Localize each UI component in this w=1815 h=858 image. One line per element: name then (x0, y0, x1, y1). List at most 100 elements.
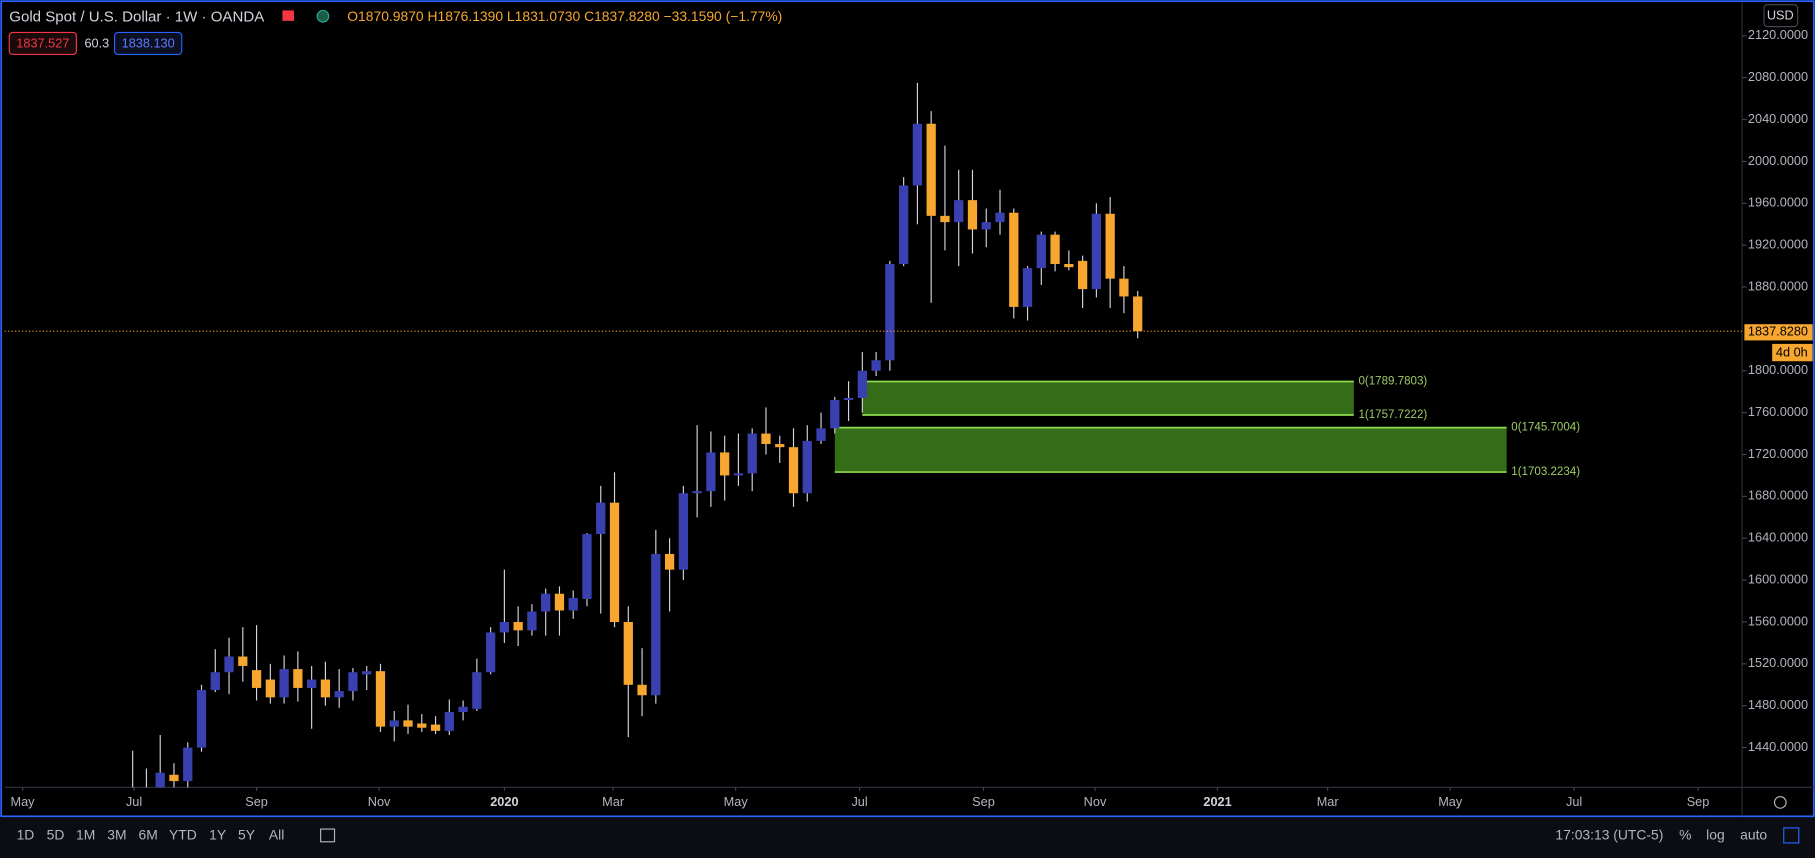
countdown-box (1772, 343, 1813, 362)
candle-body (499, 621, 510, 633)
y-tick-label: 1520.0000 (1748, 655, 1808, 670)
candle-body (472, 672, 482, 709)
ask-box[interactable] (114, 31, 183, 56)
range-button[interactable]: 1M (76, 827, 95, 843)
candle-body (1009, 212, 1019, 307)
y-tick-label: 1560.0000 (1748, 613, 1808, 628)
scale-button[interactable]: log (1706, 827, 1725, 843)
candle-body (899, 185, 909, 264)
clock: 17:03:13 (UTC-5) (1555, 827, 1663, 843)
last-price-box (1744, 324, 1813, 341)
candle-body (169, 774, 179, 782)
scale-button[interactable]: % (1679, 827, 1691, 843)
x-tick-label: Sep (972, 794, 995, 809)
candle-body (265, 679, 275, 698)
candle-body (141, 787, 152, 788)
candle-body (444, 712, 454, 731)
candle-body (1077, 260, 1088, 290)
frame (0, 0, 1815, 818)
x-tick-label: May (724, 794, 749, 809)
date-range-icon[interactable] (320, 828, 336, 843)
last-price: 1837.8280 (1748, 324, 1808, 339)
x-tick-label: 2020 (490, 794, 518, 809)
zone-label: 0(1789.7803) (1358, 376, 1427, 388)
y-tick-label: 1800.0000 (1748, 362, 1808, 377)
x-tick-label: Nov (1084, 794, 1107, 809)
candle-body (775, 444, 785, 448)
settings-icon[interactable] (1773, 796, 1787, 809)
y-tick-label: 2080.0000 (1748, 69, 1808, 84)
candle-body (183, 747, 193, 782)
status-dot (316, 9, 330, 23)
bid-box[interactable] (8, 31, 77, 56)
candle-body (912, 123, 923, 186)
candle-body (651, 553, 661, 696)
candle-body (692, 491, 702, 494)
candle-body (940, 215, 950, 223)
x-tick-label: Nov (368, 794, 391, 809)
zone (834, 427, 1507, 473)
candle-body (816, 428, 826, 441)
candle-body (623, 621, 633, 685)
currency-box[interactable] (1763, 4, 1799, 28)
candle-body (1119, 278, 1129, 297)
range-button[interactable]: 5D (47, 827, 65, 843)
y-tick-label: 1680.0000 (1748, 488, 1808, 503)
zone (862, 381, 1354, 416)
currency: USD (1767, 8, 1794, 23)
range-button[interactable]: 3M (107, 827, 126, 843)
candle-body (954, 200, 964, 223)
x-tick-label: Mar (602, 794, 625, 809)
x-tick-label: May (1438, 794, 1463, 809)
candle-body (637, 684, 647, 696)
x-tick-label: Jul (851, 794, 867, 809)
y-tick-label: 1920.0000 (1748, 237, 1808, 252)
candle-body (334, 691, 344, 698)
zone-label: 1(1757.7222) (1358, 409, 1427, 421)
maximize-icon[interactable] (1783, 827, 1800, 844)
candle-body (568, 597, 578, 611)
y-tick-label: 1480.0000 (1748, 697, 1808, 712)
candle-body (403, 720, 413, 727)
candle-body (155, 772, 165, 788)
candle-body (348, 672, 358, 692)
range-button[interactable]: 1D (17, 827, 35, 843)
candle-body (761, 433, 771, 445)
range-button[interactable]: 6M (139, 827, 158, 843)
candle-body (733, 473, 744, 476)
candle-body (251, 670, 262, 688)
candle-body (609, 502, 620, 622)
candle-body (279, 669, 289, 698)
candle-body (981, 222, 991, 230)
candle-body (224, 656, 234, 673)
zone-label: 0(1745.7004) (1511, 422, 1580, 434)
y-tick-label: 1720.0000 (1748, 446, 1808, 461)
ohlc: O1870.9870 H1876.1390 L1831.0730 C1837.8… (347, 8, 782, 24)
candle-body (871, 360, 881, 371)
range-button[interactable]: All (269, 827, 284, 843)
candle-body (1064, 264, 1074, 268)
candle-body (1022, 268, 1033, 307)
zone-label: 1(1703.2234) (1511, 466, 1580, 478)
range-button[interactable]: 1Y (209, 827, 226, 843)
candle-body (1133, 296, 1143, 332)
candle-body (527, 611, 537, 631)
range-button[interactable]: 5Y (238, 827, 255, 843)
candle-body (554, 593, 565, 611)
candle-body (664, 553, 675, 570)
y-tick-label: 1960.0000 (1748, 195, 1808, 210)
range-button[interactable]: YTD (169, 827, 197, 843)
ask: 1838.130 (122, 35, 175, 50)
candle-body (720, 452, 730, 476)
x-tick-label: 2021 (1203, 794, 1231, 809)
y-tick-label: 1600.0000 (1748, 571, 1808, 586)
scale-button[interactable]: auto (1740, 827, 1767, 843)
flag-icon[interactable] (282, 10, 295, 21)
x-tick-label: Sep (245, 794, 268, 809)
candle-body (210, 672, 220, 691)
candle-body (802, 440, 812, 494)
candle-body (596, 502, 606, 535)
y-tick-label: 1760.0000 (1748, 404, 1808, 419)
candle-body (926, 123, 936, 216)
